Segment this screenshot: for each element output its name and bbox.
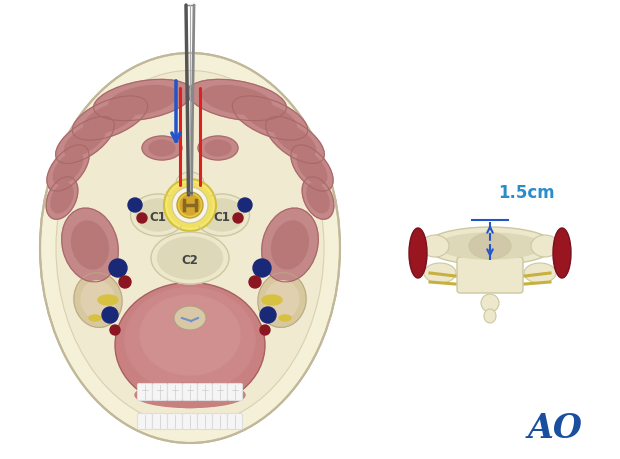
Text: C1: C1 xyxy=(213,211,231,224)
Ellipse shape xyxy=(484,309,496,323)
Ellipse shape xyxy=(64,123,105,157)
Ellipse shape xyxy=(205,140,231,156)
Ellipse shape xyxy=(102,307,118,323)
FancyBboxPatch shape xyxy=(213,384,228,401)
Ellipse shape xyxy=(291,145,333,191)
Ellipse shape xyxy=(72,221,108,269)
Ellipse shape xyxy=(531,235,559,257)
Ellipse shape xyxy=(262,295,282,305)
Ellipse shape xyxy=(553,228,571,278)
Ellipse shape xyxy=(238,198,252,212)
Ellipse shape xyxy=(142,136,182,160)
Ellipse shape xyxy=(438,233,542,259)
Text: C2: C2 xyxy=(182,253,198,267)
Ellipse shape xyxy=(180,195,200,215)
Ellipse shape xyxy=(56,71,324,425)
Ellipse shape xyxy=(130,194,185,236)
Ellipse shape xyxy=(177,192,203,218)
FancyBboxPatch shape xyxy=(167,384,182,401)
Ellipse shape xyxy=(409,228,427,278)
Ellipse shape xyxy=(40,53,340,443)
FancyBboxPatch shape xyxy=(198,384,213,401)
Ellipse shape xyxy=(47,145,89,191)
Ellipse shape xyxy=(195,194,249,236)
Ellipse shape xyxy=(266,117,324,163)
Ellipse shape xyxy=(249,276,261,288)
FancyBboxPatch shape xyxy=(182,414,198,430)
FancyBboxPatch shape xyxy=(198,414,213,430)
Ellipse shape xyxy=(275,123,316,157)
FancyBboxPatch shape xyxy=(457,257,523,293)
Ellipse shape xyxy=(279,315,291,321)
FancyBboxPatch shape xyxy=(182,384,198,401)
Ellipse shape xyxy=(136,199,180,231)
Ellipse shape xyxy=(81,281,115,319)
Ellipse shape xyxy=(262,208,318,282)
Ellipse shape xyxy=(421,235,449,257)
Text: 1.5cm: 1.5cm xyxy=(498,184,555,202)
Ellipse shape xyxy=(98,295,118,305)
Ellipse shape xyxy=(469,233,511,259)
Ellipse shape xyxy=(94,79,192,121)
Ellipse shape xyxy=(260,307,276,323)
Ellipse shape xyxy=(110,325,120,335)
Ellipse shape xyxy=(260,325,270,335)
Ellipse shape xyxy=(151,232,229,284)
Ellipse shape xyxy=(89,315,101,321)
Ellipse shape xyxy=(258,273,306,327)
Ellipse shape xyxy=(307,183,329,213)
Ellipse shape xyxy=(168,183,212,227)
FancyBboxPatch shape xyxy=(228,414,242,430)
Text: AO: AO xyxy=(528,412,583,444)
Ellipse shape xyxy=(74,273,122,327)
Ellipse shape xyxy=(149,140,175,156)
Ellipse shape xyxy=(425,227,555,265)
Ellipse shape xyxy=(176,172,204,194)
Ellipse shape xyxy=(232,96,308,140)
Ellipse shape xyxy=(233,213,243,223)
Ellipse shape xyxy=(109,259,127,277)
Ellipse shape xyxy=(51,183,73,213)
Ellipse shape xyxy=(62,208,118,282)
Ellipse shape xyxy=(188,79,286,121)
Ellipse shape xyxy=(200,199,244,231)
Ellipse shape xyxy=(84,102,136,134)
FancyBboxPatch shape xyxy=(153,414,167,430)
Ellipse shape xyxy=(198,136,238,160)
Ellipse shape xyxy=(244,102,296,134)
Ellipse shape xyxy=(46,177,78,219)
FancyBboxPatch shape xyxy=(228,384,242,401)
Ellipse shape xyxy=(53,152,82,184)
Ellipse shape xyxy=(424,263,456,283)
FancyBboxPatch shape xyxy=(167,414,182,430)
Ellipse shape xyxy=(524,263,556,283)
Ellipse shape xyxy=(128,198,142,212)
Text: C1: C1 xyxy=(149,211,166,224)
Ellipse shape xyxy=(115,282,265,408)
Ellipse shape xyxy=(302,177,334,219)
Ellipse shape xyxy=(481,294,499,312)
FancyBboxPatch shape xyxy=(138,414,153,430)
Ellipse shape xyxy=(253,259,271,277)
Ellipse shape xyxy=(203,85,272,114)
FancyBboxPatch shape xyxy=(138,384,153,401)
Ellipse shape xyxy=(56,117,114,163)
Ellipse shape xyxy=(125,287,255,392)
Ellipse shape xyxy=(172,187,208,223)
Ellipse shape xyxy=(265,281,299,319)
Ellipse shape xyxy=(272,221,308,269)
FancyBboxPatch shape xyxy=(153,384,167,401)
Ellipse shape xyxy=(407,215,572,320)
Ellipse shape xyxy=(119,276,131,288)
Ellipse shape xyxy=(135,382,245,408)
Ellipse shape xyxy=(157,237,223,279)
Ellipse shape xyxy=(137,213,147,223)
Ellipse shape xyxy=(108,85,177,114)
Ellipse shape xyxy=(140,295,240,375)
Ellipse shape xyxy=(73,96,148,140)
Ellipse shape xyxy=(297,152,327,184)
Ellipse shape xyxy=(174,306,206,330)
FancyBboxPatch shape xyxy=(213,414,228,430)
Ellipse shape xyxy=(164,179,216,231)
